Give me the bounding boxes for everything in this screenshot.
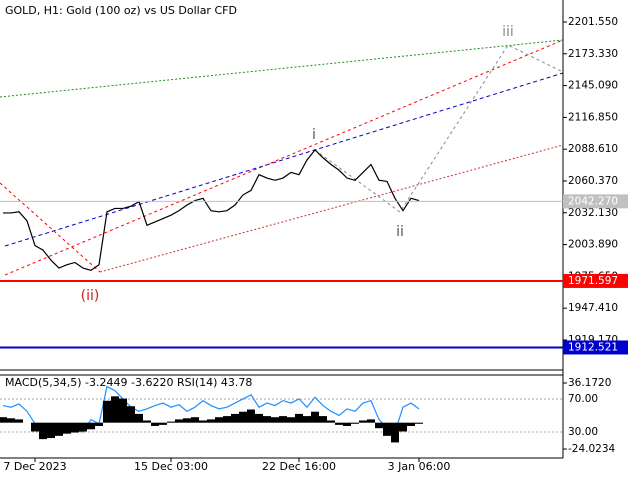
macd-bar	[327, 420, 335, 423]
x-tick-label: 7 Dec 2023	[3, 460, 66, 473]
y-tick-label: 2003.890	[568, 239, 618, 251]
trend-line	[99, 144, 564, 273]
wave-label: iii	[502, 24, 514, 40]
macd-bar	[199, 420, 207, 423]
macd-bar	[239, 411, 247, 423]
trend-line	[4, 39, 564, 276]
price-line	[3, 148, 420, 272]
macd-bar	[375, 422, 383, 429]
macd-bar	[279, 416, 287, 423]
macd-bar	[143, 420, 151, 423]
macd-bar	[71, 422, 79, 433]
macd-bar	[127, 406, 135, 423]
macd-bar	[175, 419, 183, 423]
y2-tick-label: 36.1720	[568, 377, 611, 389]
y-tick-label: 2116.850	[568, 111, 618, 123]
macd-bar	[39, 422, 47, 440]
last-price-label: 2042.270	[568, 195, 618, 207]
macd-bar	[287, 417, 295, 423]
indicator-title: MACD(5,34,5) -3.2449 -3.6220 RSI(14) 43.…	[5, 376, 252, 389]
y2-tick-label: -24.0234	[568, 443, 616, 455]
y-tick-label: 30.00	[568, 426, 598, 438]
wave-label: i	[312, 127, 316, 143]
macd-bar	[0, 417, 7, 423]
macd-bar	[111, 396, 119, 423]
macd-bar	[183, 418, 191, 423]
y-tick-label: 2201.550	[568, 16, 618, 28]
macd-bar	[63, 422, 71, 434]
macd-bar	[151, 422, 159, 426]
macd-bar	[335, 422, 343, 425]
macd-bar	[391, 422, 399, 443]
macd-bar	[207, 419, 215, 423]
wave-label: (ii)	[81, 288, 100, 304]
macd-bar	[215, 417, 223, 423]
macd-bar	[399, 422, 407, 432]
macd-bar	[119, 398, 127, 423]
wave-label: ii	[396, 224, 404, 240]
macd-bar	[7, 418, 15, 423]
macd-bar	[319, 416, 327, 423]
macd-bar	[263, 416, 271, 423]
macd-bar	[103, 400, 111, 423]
macd-bar	[231, 413, 239, 423]
macd-bar	[135, 413, 143, 423]
macd-bar	[47, 422, 55, 439]
level-tag	[563, 340, 628, 355]
y-tick-label: 2060.370	[568, 175, 618, 187]
macd-bar	[303, 416, 311, 423]
macd-bar	[367, 419, 375, 423]
macd-bar	[351, 422, 359, 424]
y-tick-label: 2088.610	[568, 143, 618, 155]
y-tick-label: 1947.410	[568, 302, 618, 314]
macd-bar	[407, 422, 415, 426]
chart-title: GOLD, H1: Gold (100 oz) vs US Dollar CFD	[5, 4, 237, 17]
macd-bar	[415, 422, 423, 424]
macd-bar	[167, 421, 175, 423]
last-price-tag	[563, 194, 628, 209]
macd-bar	[271, 417, 279, 423]
y-tick-label: 2145.090	[568, 80, 618, 92]
macd-bar	[87, 422, 95, 430]
macd-bar	[255, 413, 263, 423]
trend-lines	[0, 39, 564, 276]
y-tick-label: 2032.130	[568, 207, 618, 219]
macd-bar	[95, 422, 103, 426]
macd-bar	[191, 417, 199, 423]
y-tick-label: 70.00	[568, 393, 598, 405]
trend-line	[0, 182, 101, 273]
macd-bar	[295, 413, 303, 423]
macd-bar	[55, 422, 63, 436]
x-tick-label: 3 Jan 06:00	[388, 460, 451, 473]
macd-bar	[159, 422, 167, 425]
macd-bar	[15, 419, 23, 423]
macd-bar	[311, 411, 319, 423]
macd-bar	[359, 420, 367, 423]
y-tick-label: 2173.330	[568, 48, 618, 60]
trend-line	[4, 72, 564, 247]
macd-bar	[247, 409, 255, 423]
wave-path	[314, 44, 564, 213]
macd-bar	[223, 416, 231, 423]
level-label: 1912.521	[568, 341, 618, 353]
macd-bar	[343, 422, 351, 426]
level-label: 1971.597	[568, 275, 618, 287]
x-tick-label: 22 Dec 16:00	[262, 460, 336, 473]
macd-bar	[383, 422, 391, 436]
x-tick-label: 15 Dec 03:00	[134, 460, 208, 473]
macd-bar	[31, 422, 39, 432]
macd-bar	[79, 422, 87, 432]
level-tag	[563, 273, 628, 288]
